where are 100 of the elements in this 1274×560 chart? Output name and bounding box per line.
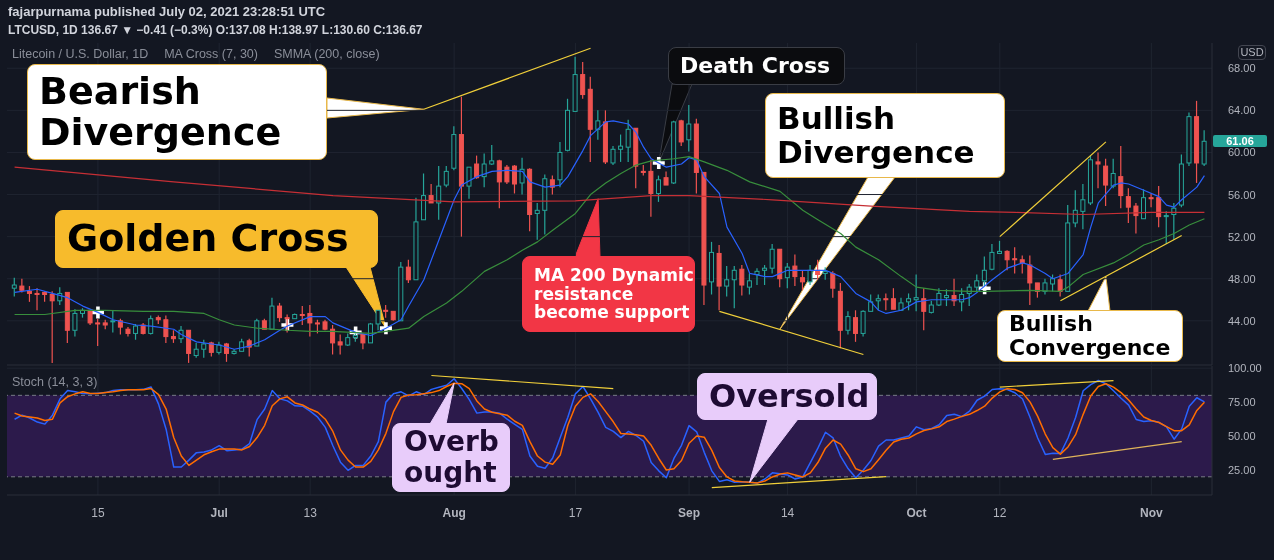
candlestick xyxy=(618,133,624,163)
candlestick xyxy=(277,302,283,323)
candlestick xyxy=(1095,151,1101,189)
candlestick xyxy=(1118,145,1124,209)
candlestick xyxy=(686,104,692,152)
candlestick xyxy=(1004,249,1010,271)
candlestick xyxy=(1057,273,1063,298)
candlestick xyxy=(375,309,381,331)
candlestick xyxy=(1141,188,1146,220)
candlestick xyxy=(307,304,313,338)
annotation: Bearish Divergence xyxy=(39,68,282,154)
annotation: Bullish Convergence xyxy=(1009,311,1171,360)
annotation: Bullish Divergence xyxy=(777,100,975,170)
candlestick xyxy=(989,243,995,271)
candlestick xyxy=(269,297,275,330)
candlestick xyxy=(519,157,525,196)
candlestick xyxy=(330,324,336,356)
candlestick xyxy=(11,277,17,298)
candlestick xyxy=(981,256,987,287)
candlestick xyxy=(860,309,866,338)
candlestick xyxy=(125,326,131,338)
annotation: Death Cross xyxy=(680,53,831,79)
x-tick-label: 15 xyxy=(91,506,105,520)
candlestick xyxy=(110,309,116,333)
candlestick xyxy=(1103,158,1109,207)
candlestick xyxy=(845,310,851,336)
candlestick xyxy=(1156,185,1162,228)
candlestick xyxy=(830,270,836,299)
candlestick xyxy=(625,119,631,163)
candlestick xyxy=(913,273,919,312)
candlestick xyxy=(1110,158,1116,189)
candlestick xyxy=(762,264,768,286)
annotation: Oversold xyxy=(709,377,870,416)
y-tick-label: 100.00 xyxy=(1228,362,1262,375)
candlestick xyxy=(474,154,480,180)
annotation: Overb ought xyxy=(404,425,499,489)
candlestick xyxy=(1012,246,1018,275)
candlestick xyxy=(769,243,775,275)
x-tick-label: Sep xyxy=(678,506,701,520)
candlestick xyxy=(405,259,411,284)
candlestick xyxy=(580,61,586,100)
x-tick-label: 14 xyxy=(780,506,795,520)
candlestick xyxy=(186,329,192,364)
candlestick xyxy=(481,152,487,188)
candlestick xyxy=(746,272,752,296)
candlestick xyxy=(1163,210,1169,245)
candlestick xyxy=(1080,183,1086,230)
y-tick-label: 52.00 xyxy=(1228,230,1256,243)
candlestick xyxy=(337,333,343,356)
x-tick-label: Oct xyxy=(906,506,927,520)
x-tick-label: 13 xyxy=(303,506,318,520)
candlestick xyxy=(655,174,661,203)
candlestick xyxy=(1072,189,1078,228)
candlestick xyxy=(595,109,601,141)
candlestick xyxy=(443,165,449,188)
candlestick xyxy=(724,265,730,298)
candlestick xyxy=(34,287,40,311)
candlestick xyxy=(163,314,169,344)
candlestick xyxy=(534,202,540,241)
x-tick-label: 12 xyxy=(993,506,1007,520)
chart-subtitle: LTCUSD, 1D 136.67 ▼ −0.41 (−0.3%) O:137.08 H:138.97 L:130.60 C:136.67 xyxy=(8,23,423,37)
candlestick xyxy=(1133,202,1139,235)
y-tick-label: 48.00 xyxy=(1228,272,1256,285)
candlestick xyxy=(1201,129,1207,167)
candlestick xyxy=(799,269,805,291)
chart-title: fajarpurnama published July 02, 2021 23:28:51 UTC xyxy=(8,4,326,19)
y-tick-label: 56.00 xyxy=(1228,188,1256,201)
candlestick xyxy=(890,287,896,310)
y-tick-label: 68.00 xyxy=(1228,62,1256,75)
x-tick-label: 17 xyxy=(568,506,583,520)
candlestick xyxy=(807,264,813,286)
y-tick-label: 25.00 xyxy=(1228,464,1256,477)
candlestick xyxy=(436,165,442,221)
annotation: Golden Cross xyxy=(67,216,349,261)
candlestick xyxy=(951,278,957,307)
candlestick xyxy=(921,287,927,331)
candlestick xyxy=(284,313,290,333)
candlestick xyxy=(1027,254,1033,306)
candlestick xyxy=(72,308,78,338)
candlestick xyxy=(648,159,654,218)
annotation: SMMA (200, close) xyxy=(273,47,380,61)
candlestick xyxy=(95,318,101,347)
candlestick xyxy=(511,164,517,195)
annotation: Litecoin / U.S. Dollar, 1D xyxy=(12,47,149,61)
annotation: MA 200 Dynamic resistance become support xyxy=(534,265,694,323)
candlestick xyxy=(299,305,305,326)
y-tick-label: 60.00 xyxy=(1228,146,1256,159)
annotation: Stoch (14, 3, 3) xyxy=(12,375,98,389)
candlestick xyxy=(966,283,972,307)
candlestick xyxy=(853,309,859,343)
candlestick xyxy=(792,253,798,287)
y-tick-label: 75.00 xyxy=(1228,396,1256,409)
x-tick-label: Aug xyxy=(442,506,466,520)
y-tick-label: 44.00 xyxy=(1228,314,1256,327)
candlestick xyxy=(731,265,737,309)
x-tick-label: Nov xyxy=(1140,506,1164,520)
candlestick xyxy=(1148,192,1154,208)
annotation: MA Cross (7, 30) xyxy=(164,47,258,61)
y-tick-label: 50.00 xyxy=(1228,430,1256,443)
candlestick xyxy=(610,145,616,166)
